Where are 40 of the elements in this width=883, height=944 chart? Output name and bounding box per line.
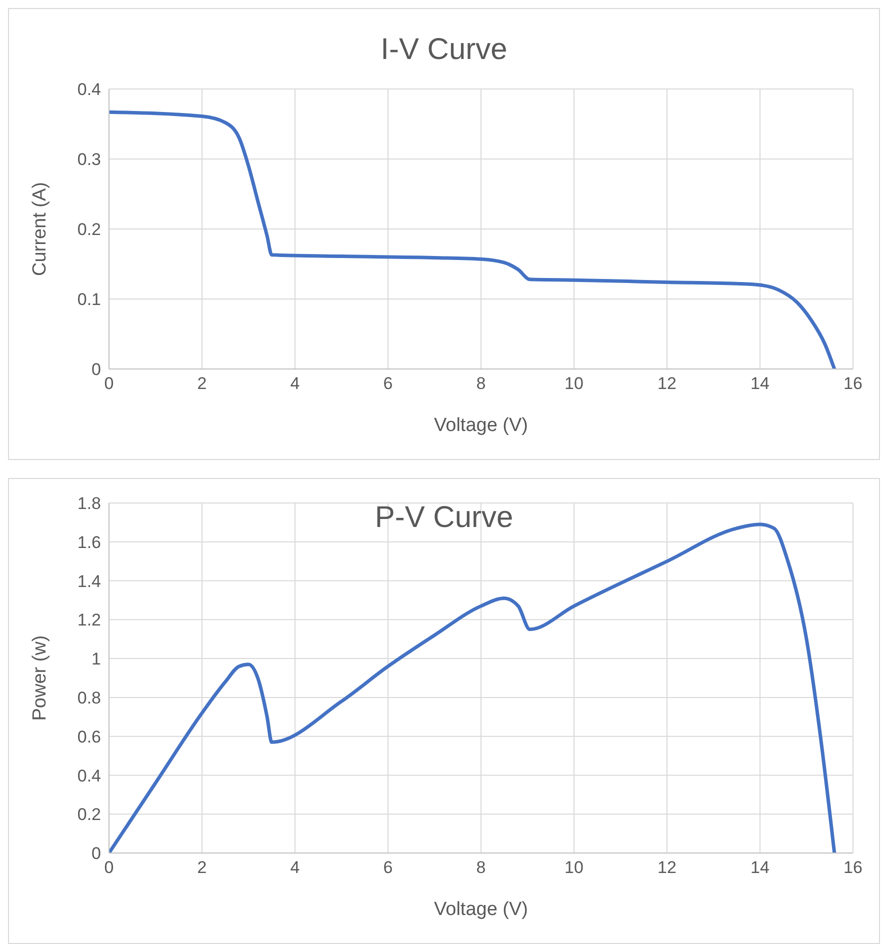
y-tick-label: 0 — [92, 844, 101, 864]
x-tick-label: 4 — [290, 374, 300, 394]
y-tick-label: 0.3 — [77, 150, 101, 170]
x-tick-label: 10 — [564, 858, 584, 878]
x-axis-title: Voltage (V) — [434, 415, 528, 436]
y-axis-title: Current (A) — [30, 182, 51, 276]
x-tick-label: 12 — [658, 374, 676, 394]
chart-title: I-V Curve — [380, 33, 508, 67]
x-tick-label: 14 — [750, 858, 770, 878]
y-tick-label: 1.2 — [77, 610, 101, 630]
y-tick-label: 0.2 — [77, 805, 101, 824]
y-tick-label: 1 — [92, 650, 101, 669]
x-tick-label: 8 — [476, 858, 486, 878]
x-tick-label: 8 — [476, 374, 486, 394]
chart-title: P-V Curve — [374, 501, 514, 534]
y-tick-label: 0.4 — [77, 766, 101, 786]
y-tick-label: 0.2 — [77, 220, 101, 240]
y-tick-label: 1.8 — [77, 494, 101, 514]
y-tick-label: 1.4 — [77, 572, 101, 591]
x-tick-label: 6 — [383, 374, 393, 394]
x-tick-label: 10 — [564, 374, 584, 394]
x-tick-label: 6 — [383, 858, 393, 878]
line-series — [109, 110, 836, 369]
x-tick-label: 2 — [197, 374, 207, 394]
y-tick-label: 0 — [92, 360, 101, 380]
y-tick-label: 0.6 — [77, 727, 101, 746]
x-tick-label: 12 — [658, 858, 676, 878]
x-tick-label: 16 — [844, 858, 862, 878]
x-tick-label: 14 — [750, 374, 770, 394]
x-axis-title: Voltage (V) — [434, 899, 528, 920]
x-tick-label: 0 — [104, 858, 114, 878]
y-tick-label: 0.1 — [77, 290, 101, 310]
y-tick-label: 0.8 — [77, 688, 101, 708]
y-axis-title: Power (w) — [30, 635, 51, 721]
x-tick-label: 0 — [104, 374, 114, 394]
y-tick-label: 0.4 — [77, 80, 101, 100]
x-tick-label: 2 — [197, 858, 207, 878]
x-tick-label: 4 — [290, 858, 300, 878]
y-tick-label: 1.6 — [77, 532, 101, 552]
x-tick-label: 16 — [844, 374, 862, 394]
